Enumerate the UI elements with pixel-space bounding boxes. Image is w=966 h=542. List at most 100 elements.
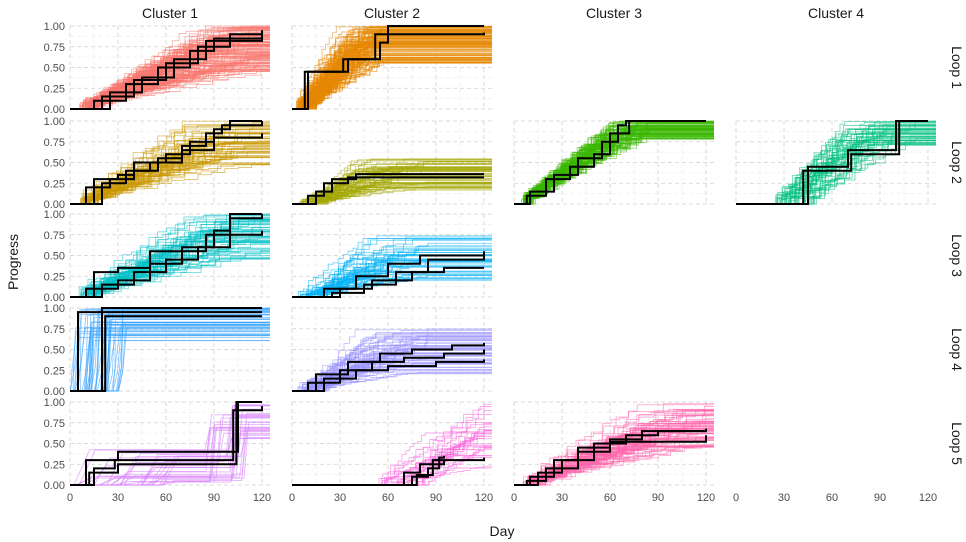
highlight-series-line: [70, 32, 263, 110]
highlight-series-line: [70, 133, 263, 205]
highlight-series-line: [70, 401, 262, 486]
panel-r2-c2: [291, 120, 492, 205]
series-group: [292, 328, 492, 392]
series-line: [70, 122, 270, 205]
facet-row-label: Loop 1: [949, 46, 965, 89]
y-tick-label: 0.00: [44, 386, 65, 398]
series-line: [70, 70, 270, 110]
series-line: [292, 445, 492, 486]
series-line: [736, 135, 936, 205]
x-tick-label: 120: [475, 492, 493, 504]
series-line: [70, 122, 270, 205]
y-tick-label: 0.25: [44, 459, 65, 471]
y-tick-label: 0.00: [44, 292, 65, 304]
y-tick-label: 0.25: [44, 178, 65, 190]
series-line: [70, 216, 270, 298]
facet-row-label: Loop 2: [949, 141, 965, 184]
x-tick-label: 120: [919, 492, 937, 504]
panel-r5-c3: [513, 401, 714, 486]
panel-r2-c3: [513, 120, 714, 205]
x-tick-label: 90: [430, 492, 442, 504]
series-line: [70, 339, 270, 392]
x-tick-label: 120: [697, 492, 715, 504]
series-line: [292, 57, 492, 110]
x-tick-label: 60: [604, 492, 616, 504]
highlight-series-line: [514, 435, 707, 486]
highlight-series-line: [70, 32, 263, 110]
panel-r1-c2: [291, 25, 492, 110]
y-tick-label: 0.00: [44, 480, 65, 492]
highlight-series-line: [292, 349, 485, 392]
y-tick-label: 1.00: [44, 397, 65, 409]
x-tick-label: 0: [67, 492, 73, 504]
panel-r5-c1: [69, 401, 270, 486]
series-group: [292, 158, 492, 205]
series-group: [292, 25, 492, 110]
highlight-series-line: [70, 230, 263, 298]
series-line: [70, 69, 270, 110]
series-line: [70, 34, 270, 110]
highlight-series-line: [292, 32, 485, 110]
x-tick-label: 30: [778, 492, 790, 504]
y-tick-label: 0.25: [44, 83, 65, 95]
panel-r4-c1: [69, 307, 270, 392]
x-tick-label: 90: [652, 492, 664, 504]
x-tick-label: 120: [253, 492, 271, 504]
series-line: [70, 412, 270, 486]
x-tick-label: 0: [289, 492, 295, 504]
series-group: [70, 213, 270, 298]
y-tick-label: 0.50: [44, 158, 65, 170]
series-group: [514, 120, 714, 205]
series-line: [292, 238, 492, 298]
x-tick-label: 60: [826, 492, 838, 504]
series-line: [70, 151, 270, 205]
series-line: [70, 219, 270, 298]
highlight-series-line: [292, 460, 445, 486]
highlight-series-line: [292, 266, 484, 298]
highlight-series-line: [736, 120, 928, 205]
series-group: [70, 401, 270, 486]
series-line: [70, 334, 270, 392]
highlight-series-line: [70, 315, 262, 392]
series-group: [292, 235, 492, 298]
series-line: [292, 28, 492, 110]
series-line: [514, 445, 714, 486]
x-tick-label: 30: [112, 492, 124, 504]
y-tick-label: 0.50: [44, 439, 65, 451]
series-line: [70, 44, 270, 110]
y-tick-label: 0.75: [44, 324, 65, 336]
y-tick-label: 0.75: [44, 137, 65, 149]
y-tick-label: 0.50: [44, 251, 65, 263]
series-line: [292, 45, 492, 110]
highlight-series-line: [292, 251, 485, 298]
y-tick-label: 1.00: [44, 209, 65, 221]
highlight-series-line: [292, 173, 484, 205]
facet-row-label: Loop 5: [949, 422, 965, 465]
series-line: [292, 26, 492, 110]
x-tick-label: 60: [160, 492, 172, 504]
series-line: [70, 326, 270, 392]
series-line: [292, 188, 492, 205]
series-line: [292, 158, 492, 205]
panel-r1-c1: [69, 25, 270, 110]
panel-r2-c4: [735, 120, 936, 205]
series-line: [292, 277, 492, 298]
series-group: [70, 307, 270, 392]
panel-r3-c1: [69, 213, 270, 298]
series-group: [292, 403, 492, 486]
series-line: [736, 124, 936, 205]
series-line: [736, 138, 936, 205]
y-tick-label: 0.50: [44, 345, 65, 357]
series-line: [292, 447, 492, 486]
highlight-series-line: [70, 401, 262, 486]
series-line: [292, 355, 492, 392]
facet-row-label: Loop 3: [949, 234, 965, 277]
series-line: [736, 143, 936, 205]
y-tick-label: 0.00: [44, 199, 65, 211]
x-tick-label: 30: [334, 492, 346, 504]
x-tick-label: 30: [556, 492, 568, 504]
x-tick-label: 0: [733, 492, 739, 504]
y-tick-label: 0.25: [44, 271, 65, 283]
facet-column-label: Cluster 3: [586, 5, 642, 21]
